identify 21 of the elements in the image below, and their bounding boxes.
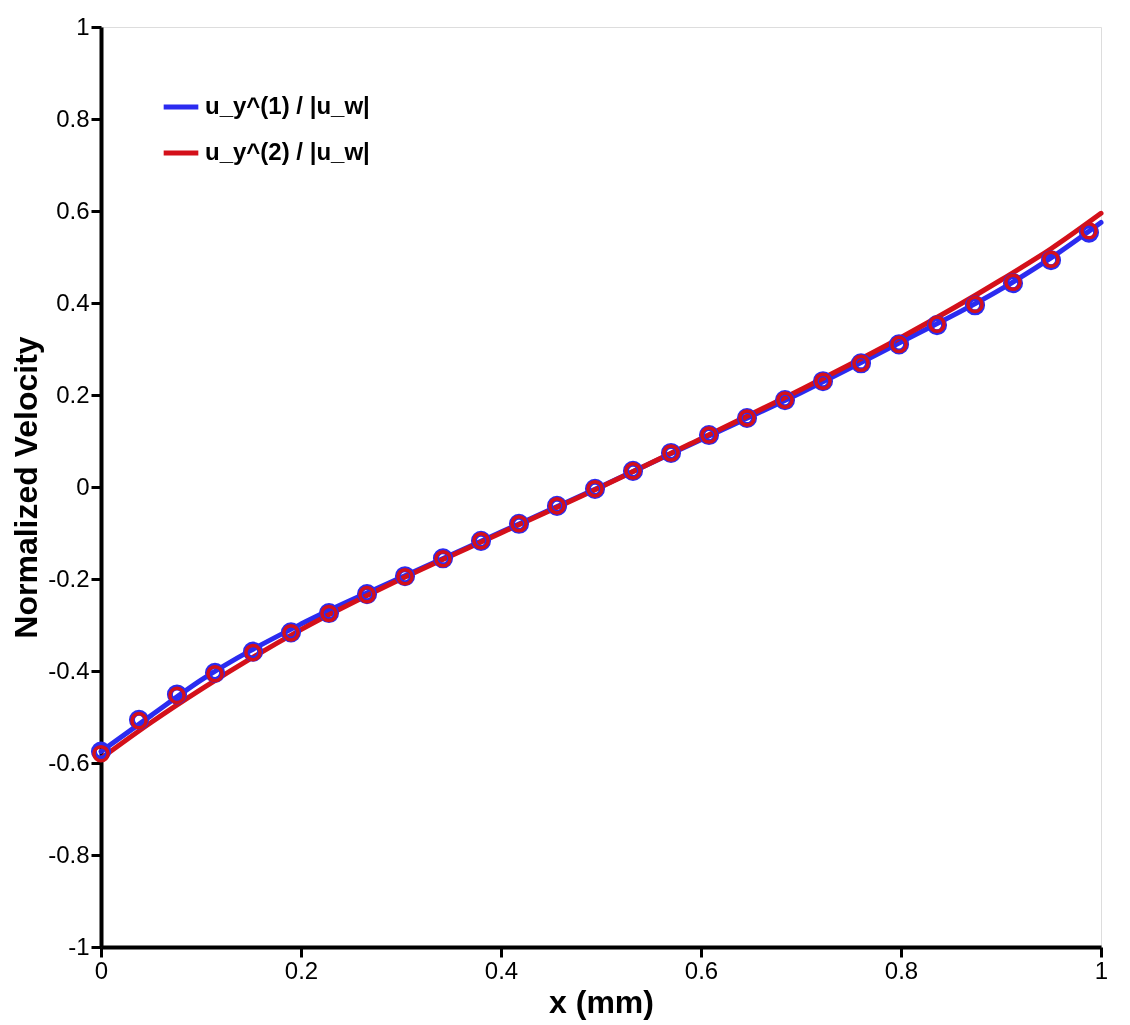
y-tick-label: 0.6 [56,196,90,224]
y-tick-label: 0.8 [56,104,90,132]
y-tick-label: -0.4 [48,656,90,684]
x-tick-label: 0.2 [284,956,319,984]
y-tick-label: 0 [76,472,90,500]
x-tick-label: 0.4 [484,956,519,984]
y-tick-label: -0.6 [48,748,90,776]
y-tick-label: -1 [68,932,90,960]
y-tick-label: -0.8 [48,840,90,868]
y-axis-title: Normalized Velocity [8,336,45,639]
legend-label: u_y^(1) / |u_w| [205,92,370,119]
x-tick-label: 1 [1094,956,1109,984]
x-tick-label: 0 [94,956,109,984]
y-tick-label: 0.2 [56,380,90,408]
x-tick-label: 0.6 [684,956,719,984]
x-tick-label: 0.8 [884,956,919,984]
legend-label: u_y^(2) / |u_w| [205,138,370,165]
y-tick-label: 0.4 [56,288,90,316]
y-tick-label: -0.2 [48,564,90,592]
x-axis-title: x (mm) [549,983,654,1020]
y-tick-label: 1 [76,12,90,40]
